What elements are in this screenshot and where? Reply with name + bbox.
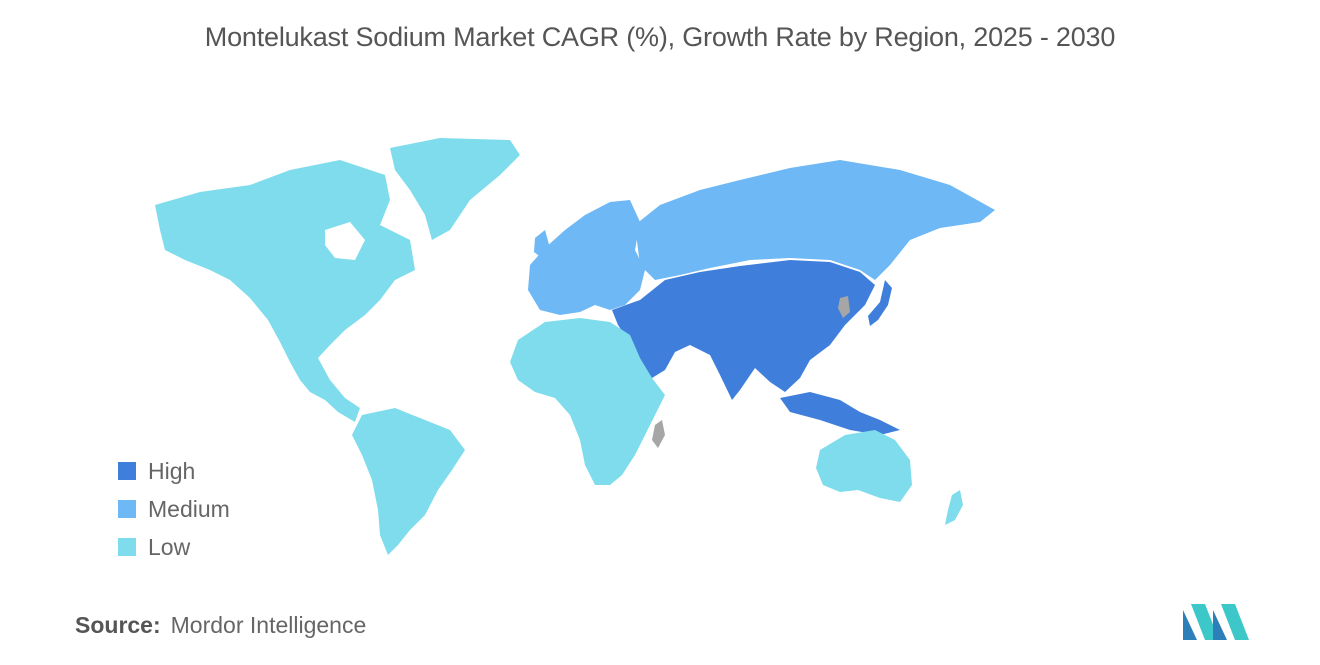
region-australia [816,430,912,502]
source-value: Mordor Intelligence [170,612,367,638]
region-asia-high [612,260,875,400]
region-russia [635,160,995,280]
chart-title: Montelukast Sodium Market CAGR (%), Grow… [204,22,1116,52]
region-uk [534,230,550,258]
legend-swatch-high [118,462,136,480]
region-korea [838,296,850,318]
legend-item-medium: Medium [118,490,230,528]
legend-label-high: High [148,457,196,484]
legend-swatch-medium [118,500,136,518]
legend: High Medium Low [118,452,230,566]
region-europe [528,200,645,315]
legend-item-high: High [118,452,230,490]
region-greenland [390,138,520,240]
legend-item-low: Low [118,528,230,566]
region-africa [510,318,665,485]
region-southeast-asia [780,392,900,435]
legend-label-medium: Medium [148,495,230,522]
mordor-intelligence-logo [1183,604,1249,640]
region-north-america [155,160,415,422]
source-label: Source: [75,612,161,638]
region-madagascar [652,420,665,448]
source-line: Source: Mordor Intelligence [75,612,366,639]
region-new-zealand [945,490,963,525]
legend-swatch-low [118,538,136,556]
region-south-america [352,408,465,555]
region-japan [868,280,892,326]
legend-label-low: Low [148,533,191,560]
world-map [155,138,995,555]
